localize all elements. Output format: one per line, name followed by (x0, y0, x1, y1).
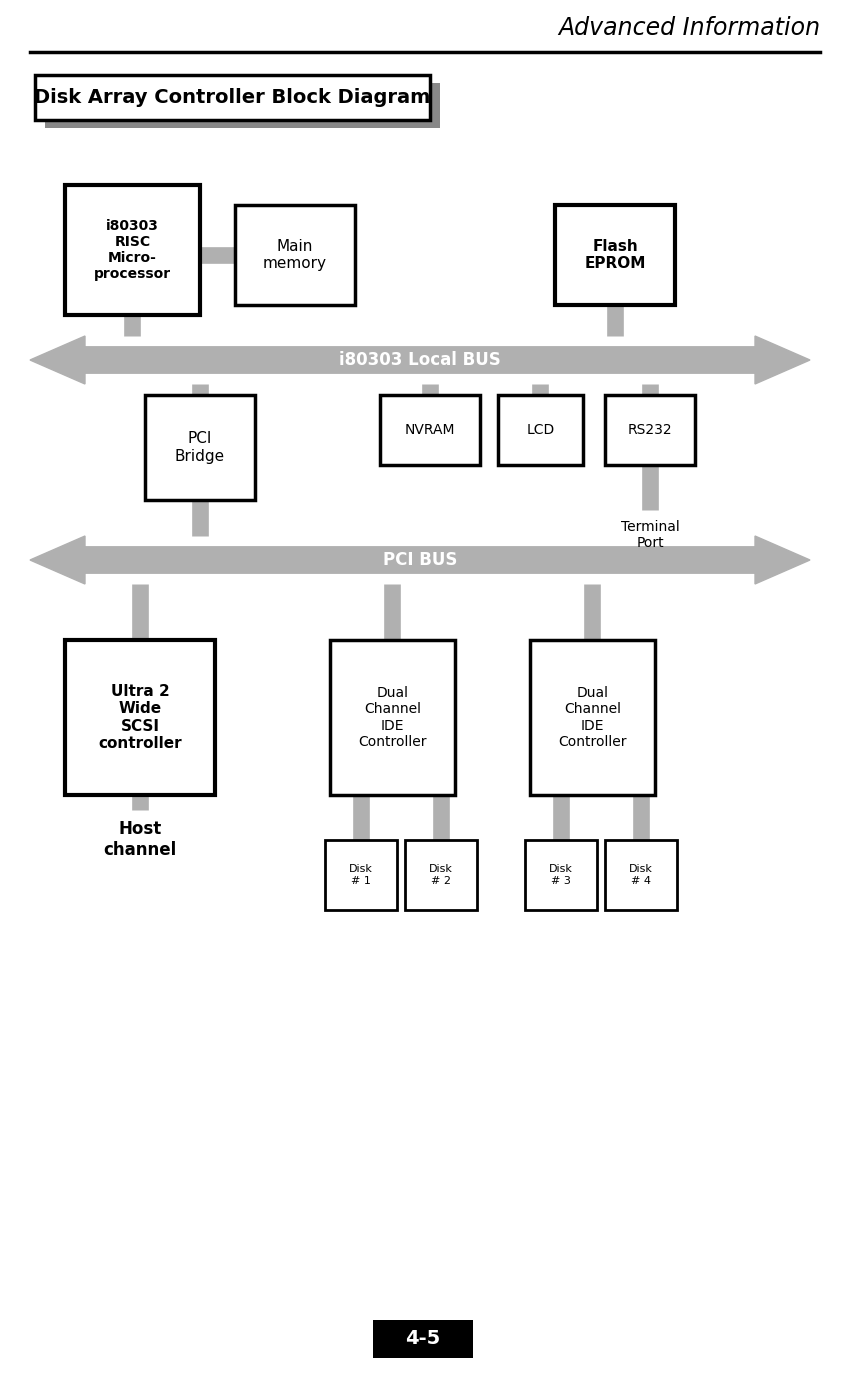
Text: Terminal
Port: Terminal Port (621, 519, 679, 550)
Bar (235, 206, 355, 306)
Text: LCD: LCD (526, 424, 555, 438)
Bar (330, 640, 455, 795)
Polygon shape (30, 336, 810, 383)
Bar (35, 75, 430, 119)
Text: PCI
Bridge: PCI Bridge (175, 432, 225, 464)
Bar (65, 640, 215, 795)
Bar (605, 394, 695, 465)
Text: Dual
Channel
IDE
Controller: Dual Channel IDE Controller (558, 686, 627, 749)
Bar (373, 1320, 473, 1358)
Text: PCI BUS: PCI BUS (383, 551, 457, 569)
Text: Disk
# 4: Disk # 4 (629, 864, 653, 886)
Bar (405, 840, 477, 910)
Text: RS232: RS232 (628, 424, 673, 438)
Bar (65, 185, 200, 315)
Text: Main
memory: Main memory (263, 239, 327, 271)
Bar (380, 394, 480, 465)
Bar (45, 83, 440, 128)
Text: Disk
# 2: Disk # 2 (429, 864, 453, 886)
Text: 4-5: 4-5 (406, 1329, 440, 1349)
Bar (605, 840, 677, 910)
Bar (325, 840, 397, 910)
Text: Disk
# 1: Disk # 1 (349, 864, 373, 886)
Text: i80303 Local BUS: i80303 Local BUS (339, 351, 501, 369)
Text: Dual
Channel
IDE
Controller: Dual Channel IDE Controller (358, 686, 427, 749)
Bar (498, 394, 583, 465)
Text: Flash
EPROM: Flash EPROM (584, 239, 645, 271)
Text: Host
channel: Host channel (103, 820, 177, 858)
Text: Ultra 2
Wide
SCSI
controller: Ultra 2 Wide SCSI controller (98, 683, 182, 751)
Text: Disk
# 3: Disk # 3 (549, 864, 573, 886)
Polygon shape (30, 536, 810, 583)
Bar (555, 206, 675, 306)
Bar (145, 394, 255, 500)
Text: Disk Array Controller Block Diagram: Disk Array Controller Block Diagram (35, 88, 430, 107)
Bar (525, 840, 597, 910)
Text: i80303
RISC
Micro-
processor: i80303 RISC Micro- processor (94, 218, 171, 282)
Text: Advanced Information: Advanced Information (558, 17, 820, 40)
Bar (530, 640, 655, 795)
Text: NVRAM: NVRAM (405, 424, 455, 438)
